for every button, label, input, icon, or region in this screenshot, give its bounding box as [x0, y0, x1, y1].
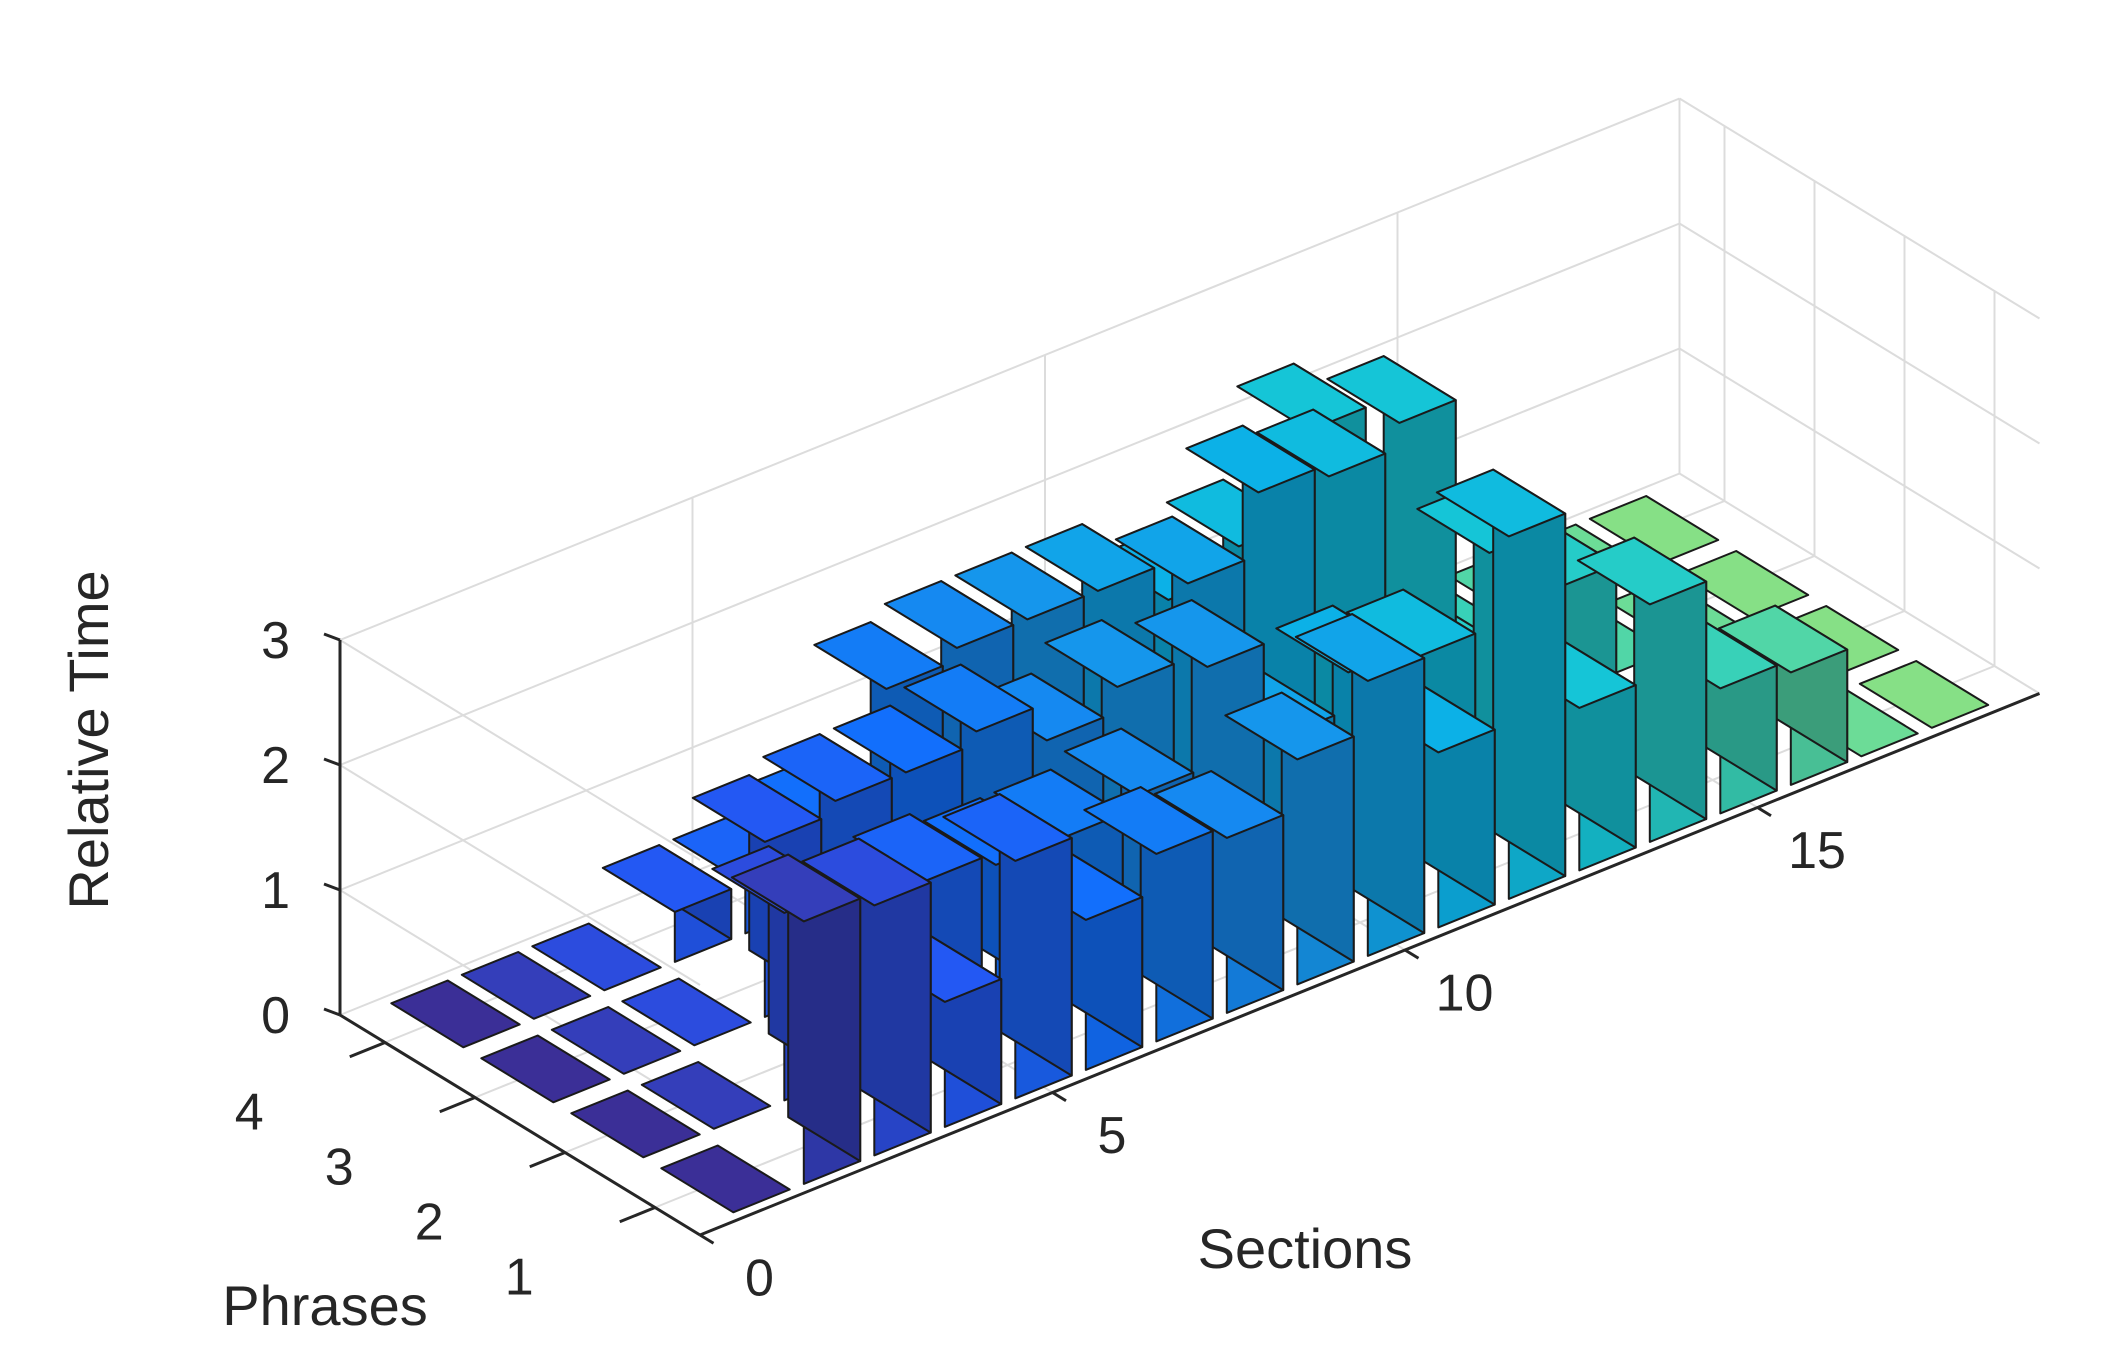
tick-labels: 0 5 10 15 1 2 3 4 0 1 2 3	[235, 612, 1846, 1307]
tick-label: 1	[261, 862, 290, 920]
grid-line	[1678, 347, 2041, 570]
bar	[660, 1144, 791, 1214]
grid-line	[339, 639, 701, 861]
tick-label: 2	[261, 737, 290, 795]
bar	[1294, 613, 1426, 957]
bar	[531, 922, 662, 992]
bar	[942, 793, 1073, 1100]
bar	[480, 1034, 611, 1104]
z-tick	[323, 1007, 341, 1017]
grid-line	[339, 97, 1680, 641]
bar	[1435, 468, 1567, 900]
bars	[390, 355, 1990, 1214]
bar	[621, 977, 752, 1047]
tick-label: 0	[261, 987, 290, 1045]
tick-label: 1	[505, 1248, 534, 1306]
bar	[1012, 852, 1144, 1071]
x-tick	[1756, 806, 1772, 818]
y-tick	[619, 1206, 656, 1224]
axes	[338, 640, 2041, 1237]
z-tick	[323, 632, 341, 642]
y-tick	[349, 1041, 386, 1059]
bar	[1365, 684, 1496, 929]
z-tick	[323, 757, 341, 767]
x-tick	[1051, 1091, 1067, 1103]
bar	[730, 853, 862, 1185]
x-axis-line	[699, 692, 2041, 1237]
bar	[1153, 770, 1285, 1014]
y-axis-label: Phrases	[222, 1274, 427, 1337]
tick-label: 15	[1788, 822, 1846, 880]
bar	[1576, 536, 1708, 843]
grid-line	[1678, 222, 2041, 445]
y-tick	[439, 1096, 476, 1114]
bar	[871, 934, 1003, 1128]
bar	[390, 979, 521, 1049]
z-axis-label: Relative Time	[57, 570, 120, 909]
grid-line	[339, 222, 1680, 766]
y-axis-line	[339, 1013, 701, 1237]
tick-label: 4	[235, 1083, 264, 1141]
bar	[1588, 495, 1720, 564]
bar	[640, 1061, 772, 1130]
bar	[1858, 660, 1990, 729]
grid-line	[339, 764, 701, 986]
bar	[1717, 604, 1849, 786]
grid-line	[1678, 472, 2041, 695]
tick-label: 10	[1436, 964, 1494, 1022]
tick-label: 3	[325, 1138, 354, 1196]
bar	[570, 1089, 701, 1159]
grid-line	[1678, 97, 2041, 320]
x-tick	[699, 1233, 715, 1245]
bar	[801, 837, 932, 1157]
x-tick	[1404, 948, 1420, 960]
bar	[1083, 786, 1214, 1043]
bar	[1647, 620, 1778, 815]
y-tick	[529, 1151, 566, 1169]
bar	[601, 844, 733, 963]
tick-label: 5	[1098, 1107, 1127, 1165]
tick-label: 2	[415, 1193, 444, 1251]
tick-label: 3	[261, 612, 290, 670]
bar	[460, 951, 592, 1020]
x-axis-label: Sections	[1198, 1217, 1413, 1280]
tick-label: 0	[745, 1249, 774, 1307]
z-tick	[323, 882, 341, 892]
bar	[1224, 691, 1355, 986]
bar	[550, 1006, 682, 1075]
